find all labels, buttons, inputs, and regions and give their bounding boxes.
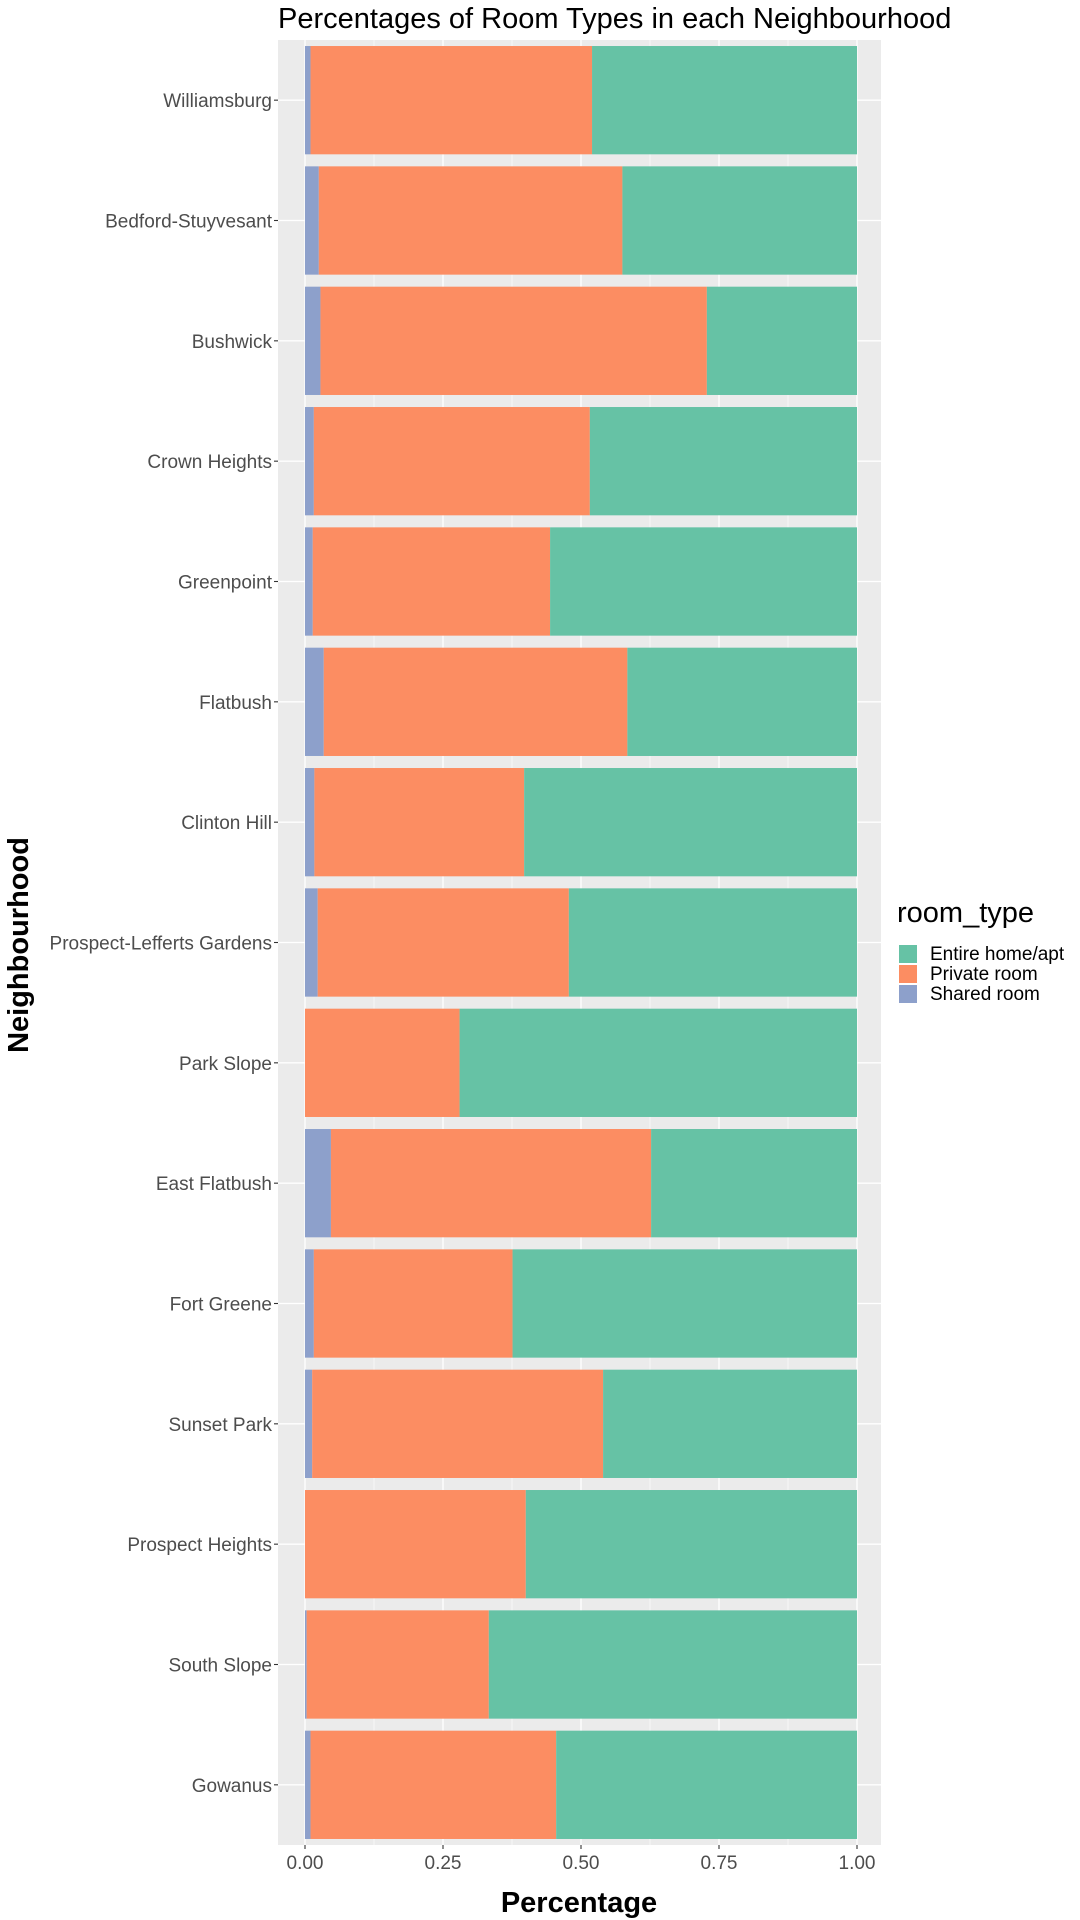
y-tick-label: Prospect-Lefferts Gardens <box>50 934 272 955</box>
bar-shared-room-east-flatbush <box>305 1129 331 1238</box>
bar-entire-home-apt-park-slope <box>459 1008 857 1117</box>
y-tick-label: Bedford-Stuyvesant <box>105 212 273 233</box>
bar-entire-home-apt-greenpoint <box>550 527 857 636</box>
y-tick-label: Prospect Heights <box>127 1535 272 1556</box>
bar-entire-home-apt-prospect-lefferts-gardens <box>568 888 857 997</box>
x-tick-label: 1.00 <box>839 1853 876 1874</box>
bar-private-room-sunset-park <box>312 1369 604 1478</box>
bar-private-room-gowanus <box>310 1730 557 1839</box>
y-tick-label: South Slope <box>168 1656 272 1677</box>
bar-shared-room-gowanus <box>305 1730 311 1839</box>
x-axis: 0.00 0.25 0.50 0.75 1.00 <box>287 1845 876 1874</box>
y-axis: Williamsburg Bedford-Stuyvesant Bushwick Cr… <box>50 91 278 1797</box>
bar-private-room-crown-heights <box>313 407 590 516</box>
legend-label: Shared room <box>930 984 1040 1005</box>
bar-private-room-park-slope <box>305 1008 460 1117</box>
y-tick-label: Clinton Hill <box>181 813 272 834</box>
bar-private-room-south-slope <box>306 1610 489 1719</box>
x-tick-label: 0.75 <box>701 1853 738 1874</box>
y-tick-label: Gowanus <box>192 1776 272 1797</box>
bar-private-room-greenpoint <box>312 527 551 636</box>
bar-entire-home-apt-flatbush <box>627 647 857 756</box>
legend-label: Private room <box>930 964 1038 985</box>
bar-private-room-fort-greene <box>313 1249 513 1358</box>
bar-shared-room-greenpoint <box>305 527 313 636</box>
bar-entire-home-apt-south-slope <box>488 1610 857 1719</box>
bar-entire-home-apt-williamsburg <box>592 46 857 155</box>
bar-shared-room-flatbush <box>305 647 324 756</box>
bar-private-room-flatbush <box>323 647 628 756</box>
bar-shared-room-south-slope <box>305 1610 307 1719</box>
bar-shared-room-bedford-stuyvesant <box>305 166 319 275</box>
bar-private-room-prospect-lefferts-gardens <box>317 888 569 997</box>
bar-shared-room-clinton-hill <box>305 768 315 877</box>
bar-shared-room-sunset-park <box>305 1369 313 1478</box>
x-tick-label: 0.50 <box>563 1853 600 1874</box>
bar-shared-room-crown-heights <box>305 407 314 516</box>
bar-private-room-prospect-heights <box>305 1490 526 1599</box>
bar-private-room-williamsburg <box>310 46 593 155</box>
bar-entire-home-apt-fort-greene <box>512 1249 857 1358</box>
chart-title: Percentages of Room Types in each Neighb… <box>278 3 951 35</box>
bar-entire-home-apt-bedford-stuyvesant <box>622 166 857 275</box>
y-tick-label: Sunset Park <box>169 1415 273 1436</box>
y-tick-label: Fort Greene <box>170 1295 272 1316</box>
bar-entire-home-apt-prospect-heights <box>525 1490 857 1599</box>
y-tick-label: East Flatbush <box>156 1174 272 1195</box>
legend-label: Entire home/apt <box>930 944 1065 965</box>
y-tick-label: Flatbush <box>199 693 272 714</box>
legend-swatch <box>899 965 917 983</box>
bar-shared-room-prospect-lefferts-gardens <box>305 888 318 997</box>
bar-entire-home-apt-clinton-hill <box>524 768 857 877</box>
y-axis-title: Neighbourhood <box>3 837 35 1053</box>
bars <box>305 46 857 1839</box>
bar-private-room-bedford-stuyvesant <box>318 166 623 275</box>
y-tick-label: Crown Heights <box>147 452 272 473</box>
bar-private-room-east-flatbush <box>330 1129 652 1238</box>
bar-private-room-bushwick <box>320 286 707 395</box>
bar-shared-room-fort-greene <box>305 1249 314 1358</box>
legend-swatch <box>899 945 917 963</box>
bar-entire-home-apt-sunset-park <box>603 1369 857 1478</box>
bar-shared-room-bushwick <box>305 286 321 395</box>
y-tick-label: Bushwick <box>192 332 273 353</box>
legend-title: room_type <box>897 897 1034 929</box>
bar-shared-room-williamsburg <box>305 46 311 155</box>
y-tick-label: Williamsburg <box>163 91 272 112</box>
y-tick-label: Greenpoint <box>178 573 273 594</box>
bar-entire-home-apt-bushwick <box>706 286 857 395</box>
x-tick-label: 0.00 <box>287 1853 324 1874</box>
bar-entire-home-apt-east-flatbush <box>651 1129 857 1238</box>
y-tick-label: Park Slope <box>179 1054 272 1075</box>
bar-entire-home-apt-gowanus <box>556 1730 857 1839</box>
bar-entire-home-apt-crown-heights <box>589 407 857 516</box>
legend-swatch <box>899 985 917 1003</box>
bar-private-room-clinton-hill <box>314 768 525 877</box>
x-tick-label: 0.25 <box>425 1853 462 1874</box>
x-axis-title: Percentage <box>501 1887 657 1919</box>
